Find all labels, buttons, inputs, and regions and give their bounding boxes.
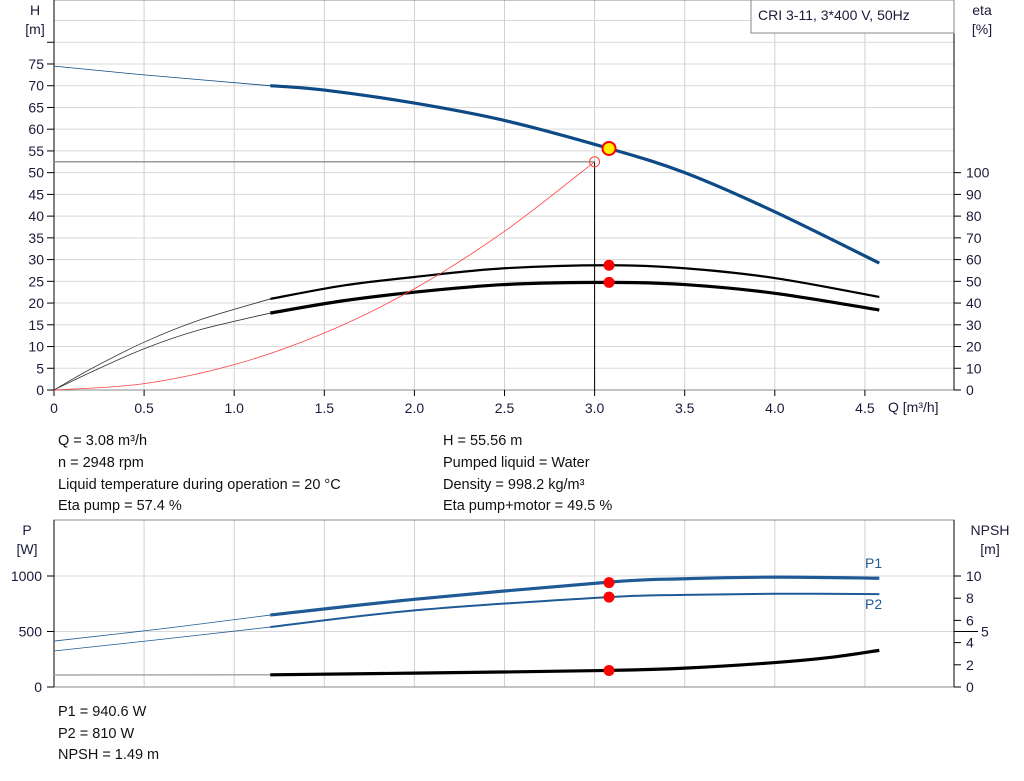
y2-tick-label: 60 <box>966 252 982 268</box>
y2-tick-label: 40 <box>966 295 982 311</box>
y-tick-label: 60 <box>28 121 44 137</box>
y2-tick-label: 50 <box>966 273 982 289</box>
y-tick-label: 10 <box>28 339 44 355</box>
x-tick-label: 2.5 <box>495 400 515 416</box>
y2-axis-label-1: eta <box>972 2 992 18</box>
y2-tick-label: 70 <box>966 230 982 246</box>
y-tick-label: 15 <box>28 317 44 333</box>
y2-tick-label: 10 <box>966 360 982 376</box>
npsh-tick-label: 4 <box>966 635 974 651</box>
y2-tick-label: 80 <box>966 208 982 224</box>
npsh-tick-label: 10 <box>966 568 982 584</box>
readout-density: Density = 998.2 kg/m³ <box>443 477 585 493</box>
p2-marker <box>603 591 615 603</box>
x-tick-label: 3.5 <box>675 400 695 416</box>
eta-pump-motor-curve-extension <box>53 312 271 391</box>
x-axis-label: Q [m³/h] <box>888 399 939 415</box>
x-tick-label: 0 <box>50 400 58 416</box>
duty-point-marker <box>601 140 617 156</box>
eta-pump-marker <box>603 259 615 271</box>
npsh-tick-label: 2 <box>966 657 974 673</box>
npsh-axis-label-2: [m] <box>980 541 999 557</box>
npsh-curve <box>270 648 880 677</box>
p-axis-label-1: P <box>22 522 31 538</box>
x-tick-label: 1.0 <box>224 400 244 416</box>
y-tick-label: 70 <box>28 78 44 94</box>
p2-series-label: P2 <box>865 596 882 612</box>
y2-tick-label: 100 <box>966 165 990 181</box>
system-curve <box>53 161 595 391</box>
npsh-tick-label: 0 <box>966 679 974 695</box>
y-tick-label: 5 <box>36 360 44 376</box>
y-tick-label: 20 <box>28 295 44 311</box>
readout-eta-pump: Eta pump = 57.4 % <box>58 498 182 514</box>
y-tick-label: 40 <box>28 208 44 224</box>
head-efficiency-chart: 0 0.5 1.0 1.5 2.0 2.5 3.0 3.5 4.0 4.5 0 5 10 15 20 25 30… <box>25 0 992 416</box>
y-tick-label: 0 <box>36 382 44 398</box>
npsh-tick-label: 6 <box>966 612 974 628</box>
p-axis-label-2: [W] <box>17 541 38 557</box>
p-tick-label: 0 <box>34 679 42 695</box>
x-tick-label: 3.0 <box>585 400 605 416</box>
y-axis-label-2: [m] <box>25 21 44 37</box>
legend-box-text: CRI 3-11, 3*400 V, 50Hz <box>758 7 910 23</box>
y-tick-label: 30 <box>28 252 44 268</box>
x-tick-label: 0.5 <box>134 400 154 416</box>
readout-h: H = 55.56 m <box>443 433 522 449</box>
y-tick-label: 75 <box>28 56 44 72</box>
y-tick-label: 45 <box>28 186 44 202</box>
y-tick-label: 25 <box>28 273 44 289</box>
head-curve <box>270 84 881 265</box>
x-tick-label: 4.0 <box>765 400 785 416</box>
npsh-marker <box>603 664 615 676</box>
npsh-axis-label-1: NPSH <box>971 522 1010 538</box>
p1-series-label: P1 <box>865 555 882 571</box>
readout-temp: Liquid temperature during operation = 20… <box>58 477 341 493</box>
readout-n: n = 2948 rpm <box>58 455 144 471</box>
eta-pump-motor-curve <box>269 280 880 315</box>
p-tick-label: 500 <box>19 624 43 640</box>
y-tick-label: 55 <box>28 143 44 159</box>
readout-block: Q = 3.08 m³/h n = 2948 rpm Liquid temper… <box>58 433 612 514</box>
x-tick-label: 1.5 <box>315 400 335 416</box>
p2-curve-extension <box>53 626 271 652</box>
power-readout: P1 = 940.6 W P2 = 810 W NPSH = 1.49 m <box>58 704 159 763</box>
system-point-marker <box>589 156 601 168</box>
y2-axis-label-2: [%] <box>972 21 992 37</box>
y2-tick-label: 0 <box>966 382 974 398</box>
x-tick-label: 4.5 <box>855 400 875 416</box>
p2-curve <box>270 592 880 629</box>
y2-tick-label: 90 <box>966 186 982 202</box>
y-tick-label: 65 <box>28 99 44 115</box>
eta-pump-curve <box>270 264 880 301</box>
y-tick-label: 35 <box>28 230 44 246</box>
readout-p2: P2 = 810 W <box>58 726 134 742</box>
p1-curve <box>270 575 880 617</box>
y-axis-label-1: H <box>30 2 40 18</box>
eta-pump-curve-extension <box>53 298 271 391</box>
eta-pump-motor-marker <box>603 276 615 288</box>
y-tick-label: 50 <box>28 165 44 181</box>
readout-npsh: NPSH = 1.49 m <box>58 747 159 763</box>
readout-q: Q = 3.08 m³/h <box>58 433 147 449</box>
legend-box <box>750 0 955 34</box>
readout-eta-total: Eta pump+motor = 49.5 % <box>443 498 612 514</box>
x-tick-label: 2.0 <box>405 400 425 416</box>
readout-p1: P1 = 940.6 W <box>58 704 147 720</box>
head-curve-extension <box>53 65 271 87</box>
p1-curve-extension <box>53 614 271 642</box>
p-tick-label: 1000 <box>11 568 42 584</box>
y2-tick-label: 20 <box>966 339 982 355</box>
grid <box>54 0 954 390</box>
npsh-tick-label: 8 <box>966 590 974 606</box>
npsh-tick-label: 5 <box>981 624 989 640</box>
power-npsh-chart: 0 500 1000 0 2 456 8 10 P [W] NPSH [m] P1 P2 <box>11 519 1010 695</box>
p1-marker <box>603 577 615 589</box>
y2-tick-label: 30 <box>966 317 982 333</box>
readout-liquid: Pumped liquid = Water <box>443 455 590 471</box>
